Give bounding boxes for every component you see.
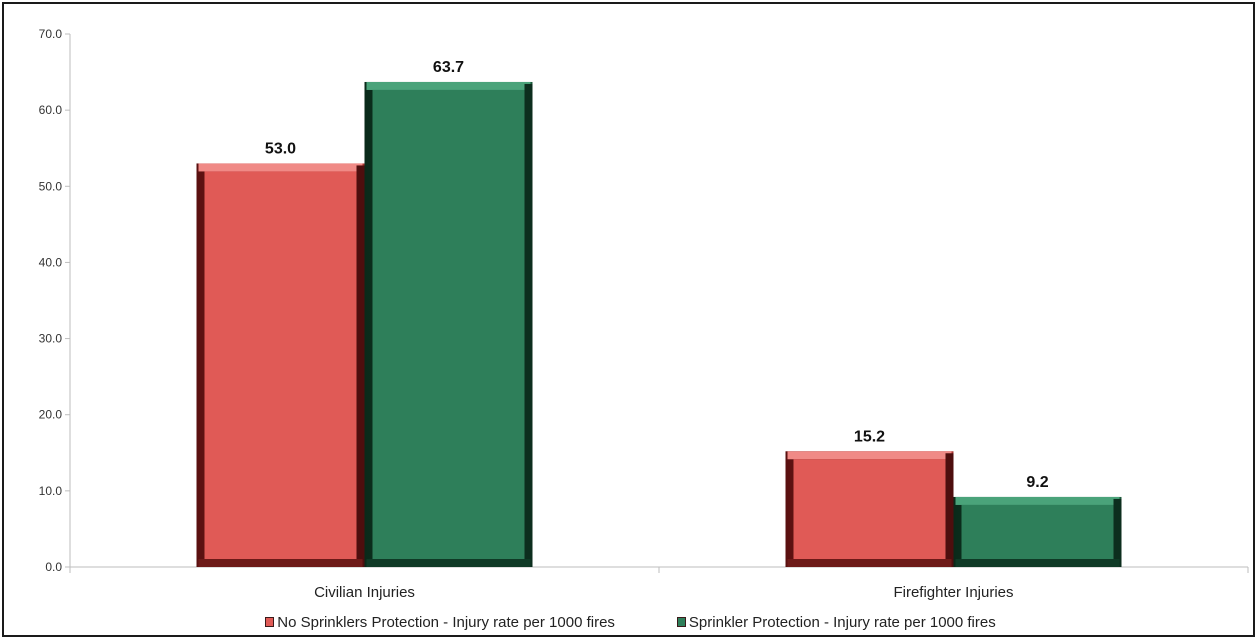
bar-bottom-bevel [198, 559, 363, 567]
legend-swatch [676, 617, 686, 627]
bar [953, 496, 1122, 567]
legend-item: No Sprinklers Protection - Injury rate p… [265, 614, 615, 631]
bar-right-bevel [1113, 498, 1122, 567]
bar [364, 81, 533, 567]
bar-right-bevel [524, 83, 533, 567]
bar-right-bevel [945, 453, 954, 567]
legend-label: No Sprinklers Protection - Injury rate p… [277, 613, 615, 631]
data-label: 9.2 [1026, 474, 1048, 491]
bar-top-bevel [198, 163, 363, 172]
legend-item: Sprinkler Protection - Injury rate per 1… [676, 613, 996, 631]
y-tick-label: 0.0 [45, 560, 62, 574]
bar [196, 163, 365, 567]
bar-bottom-bevel [366, 559, 531, 567]
bar-bottom-bevel [955, 559, 1120, 567]
bar-face [204, 171, 357, 559]
legend-swatch [265, 617, 275, 627]
chart-bars [196, 81, 1122, 567]
data-label: 63.7 [433, 59, 464, 76]
y-tick-label: 60.0 [39, 103, 63, 117]
bar-top-bevel [955, 496, 1120, 505]
y-tick-label: 20.0 [39, 408, 63, 422]
y-tick-label: 10.0 [39, 484, 63, 498]
bar-chart: 0.0 10.0 20.0 30.0 40.0 50.0 60.0 70.0 Civilian… [39, 27, 1249, 601]
category-label: Firefighter Injuries [893, 584, 1013, 601]
bar-top-bevel [787, 451, 952, 460]
y-tick-label: 50.0 [39, 179, 63, 193]
y-tick-label: 40.0 [39, 255, 63, 269]
bar-bottom-bevel [787, 559, 952, 567]
data-label: 53.0 [265, 140, 296, 157]
bar [785, 451, 954, 567]
category-label: Civilian Injuries [314, 584, 415, 601]
bar-face [961, 504, 1114, 559]
chart-legend: No Sprinklers Protection - Injury rate p… [4, 610, 1257, 634]
data-label: 15.2 [854, 428, 885, 445]
bar-face [793, 459, 946, 559]
bar-top-bevel [366, 81, 531, 90]
legend-label: Sprinkler Protection - Injury rate per 1… [688, 613, 996, 631]
y-tick-label: 70.0 [39, 27, 63, 41]
bar-right-bevel [356, 165, 365, 567]
bar-face [372, 89, 525, 559]
chart-labels: Civilian Injuries 53.0 63.7 Firefighter Inj… [265, 59, 1049, 601]
y-tick-label: 30.0 [39, 332, 63, 346]
